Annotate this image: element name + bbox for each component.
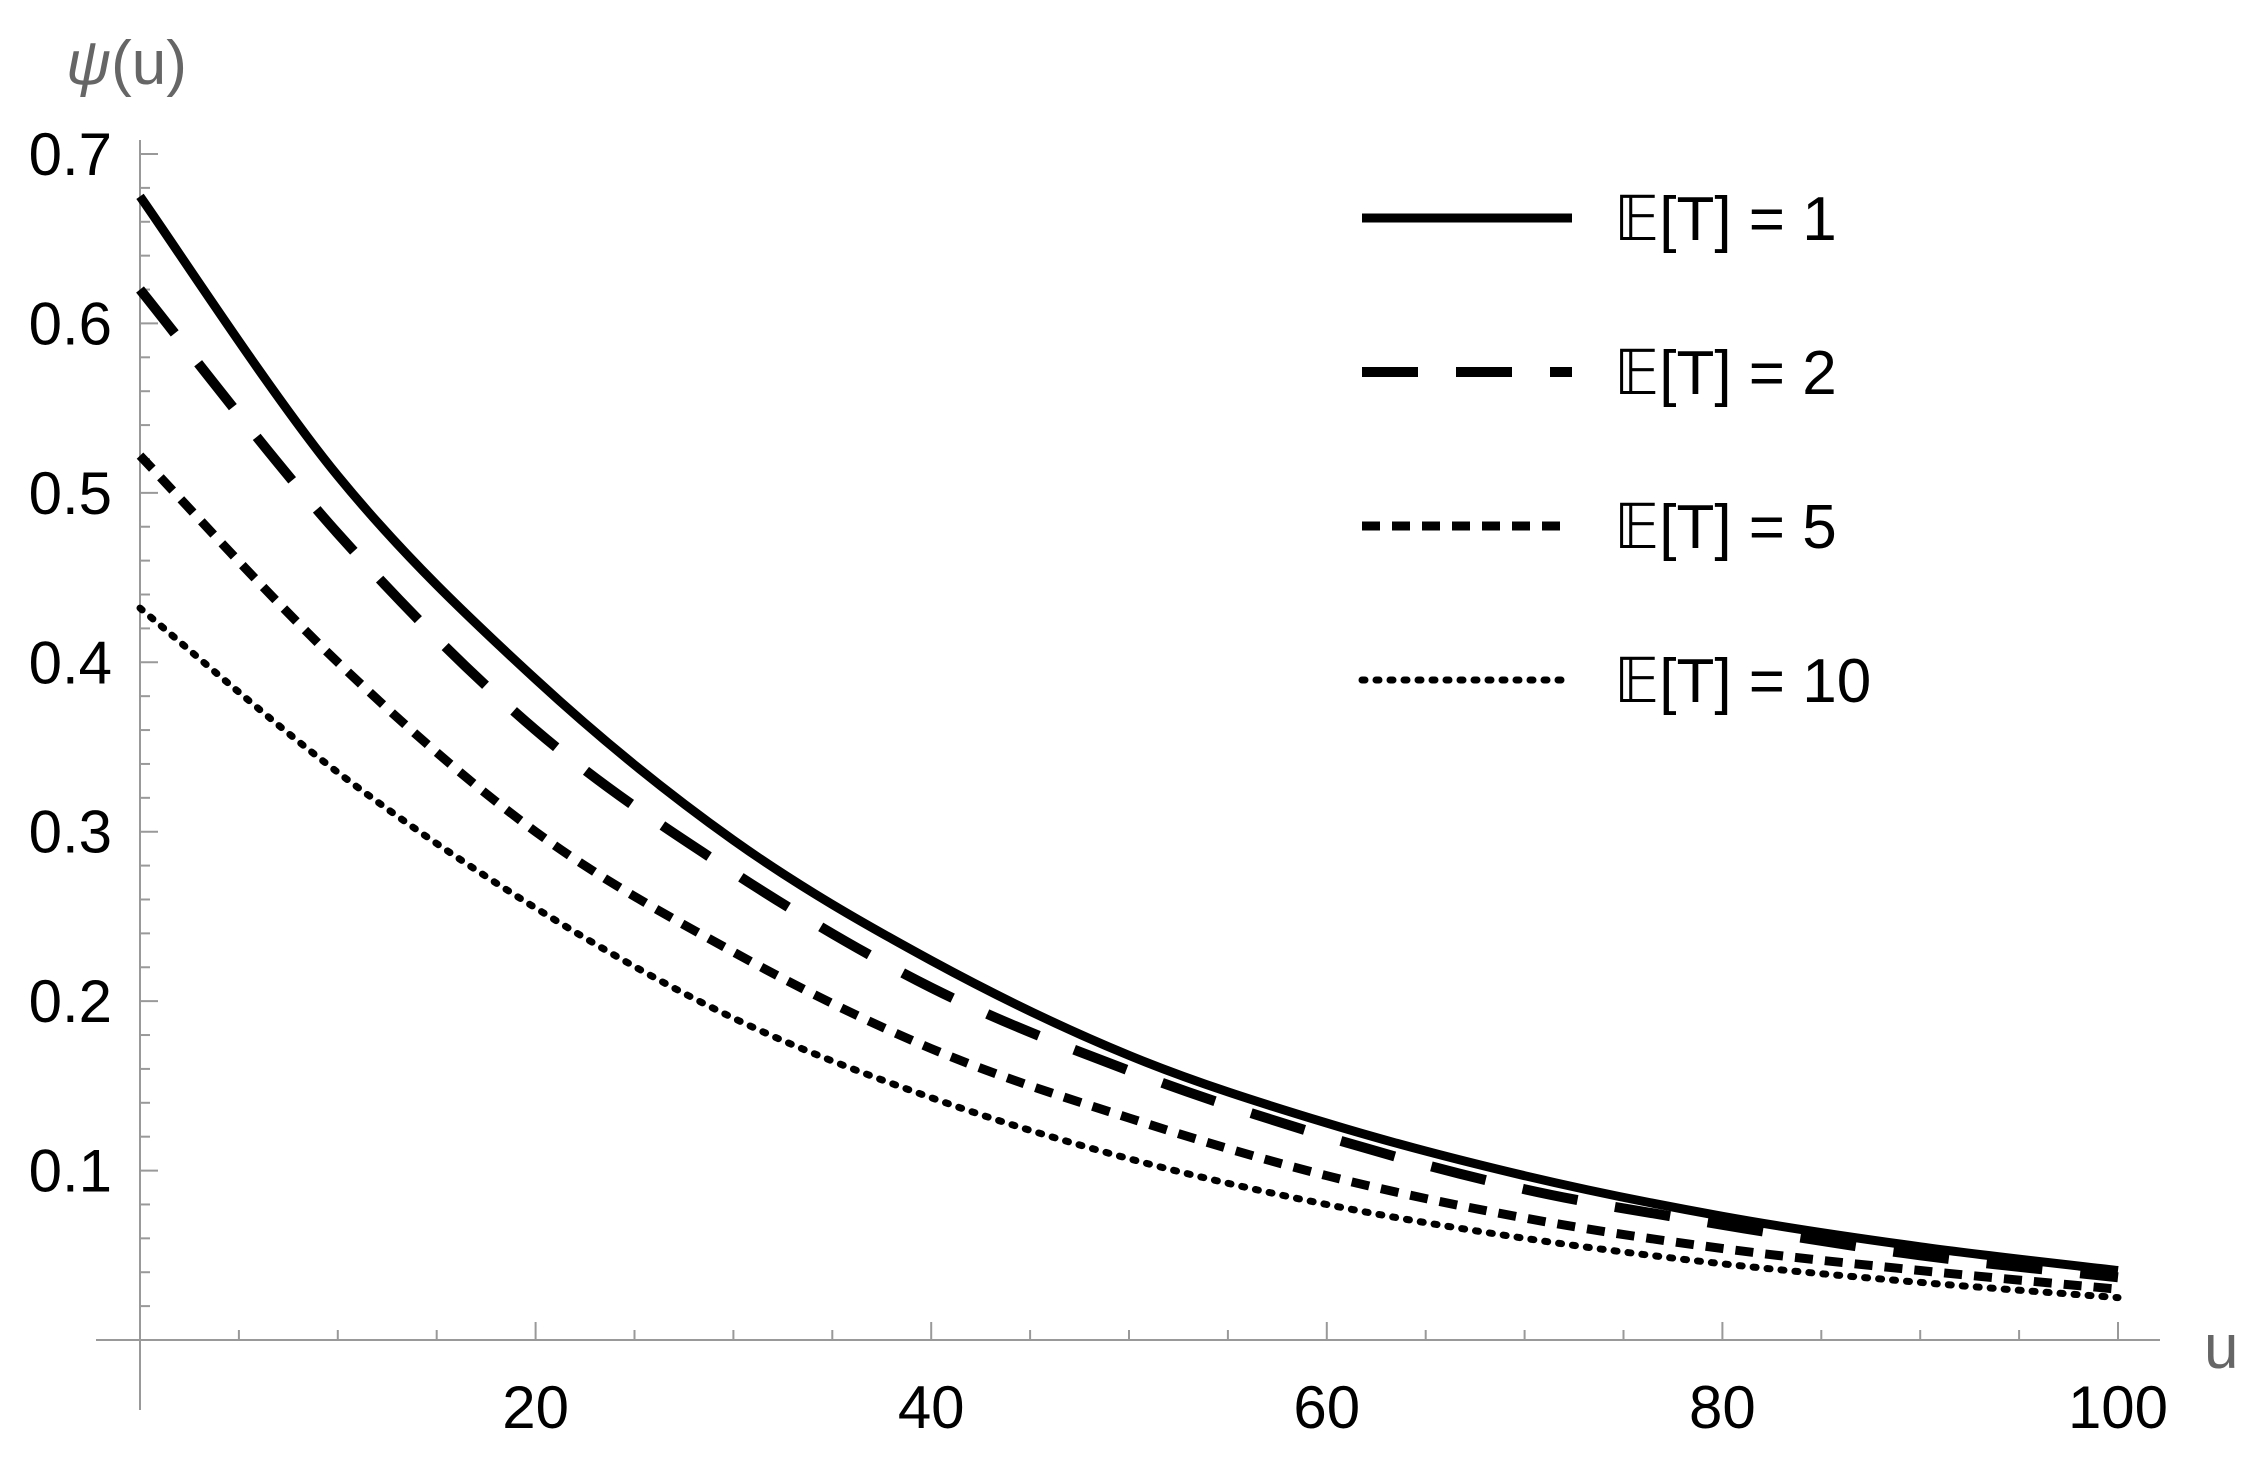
series-line-4: [136, 604, 2122, 1302]
y-axis-label-symbol: ψ: [66, 29, 111, 98]
x-axis-label: u: [2204, 1313, 2238, 1382]
series-line-2: [136, 286, 2119, 1283]
y-tick-label: 0.4: [29, 629, 112, 696]
x-tick-label: 80: [1689, 1374, 1756, 1441]
y-tick-label: 0.3: [29, 799, 112, 866]
y-axis-label-arg: (u): [111, 29, 187, 98]
y-tick-label: 0.2: [29, 968, 112, 1035]
x-tick-label: 40: [898, 1374, 965, 1441]
legend-label-3: 𝔼[T] = 5: [1614, 493, 1837, 562]
x-tick-label: 60: [1293, 1374, 1360, 1441]
series-line-1: [136, 193, 2119, 1275]
axes: 20 40 60 80 100 0.1 0.2 0.3 0.4 0.5 0.6 0.7: [29, 121, 2168, 1441]
y-tick-label: 0.1: [29, 1138, 112, 1205]
x-tick-label: 100: [2068, 1374, 2168, 1441]
x-minor-ticks: [237, 1330, 2021, 1340]
legend-label-2: 𝔼[T] = 2: [1614, 339, 1837, 408]
x-ticks: 20 40 60 80 100: [502, 1322, 2168, 1441]
y-minor-ticks: [140, 186, 150, 1308]
legend-label-1: 𝔼[T] = 1: [1614, 185, 1837, 254]
y-tick-label: 0.7: [29, 121, 112, 188]
x-tick-label: 20: [502, 1374, 569, 1441]
y-axis-label: ψ(u): [66, 29, 187, 98]
legend-label-4: 𝔼[T] = 10: [1614, 647, 1871, 716]
series-layer: [136, 193, 2122, 1302]
legend: 𝔼[T] = 1 𝔼[T] = 2 𝔼[T] = 5 𝔼[T] = 10: [1358, 185, 1871, 716]
y-tick-label: 0.5: [29, 460, 112, 527]
series-line-3: [136, 452, 2119, 1294]
y-tick-label: 0.6: [29, 290, 112, 357]
y-ticks: 0.1 0.2 0.3 0.4 0.5 0.6 0.7: [29, 121, 158, 1205]
